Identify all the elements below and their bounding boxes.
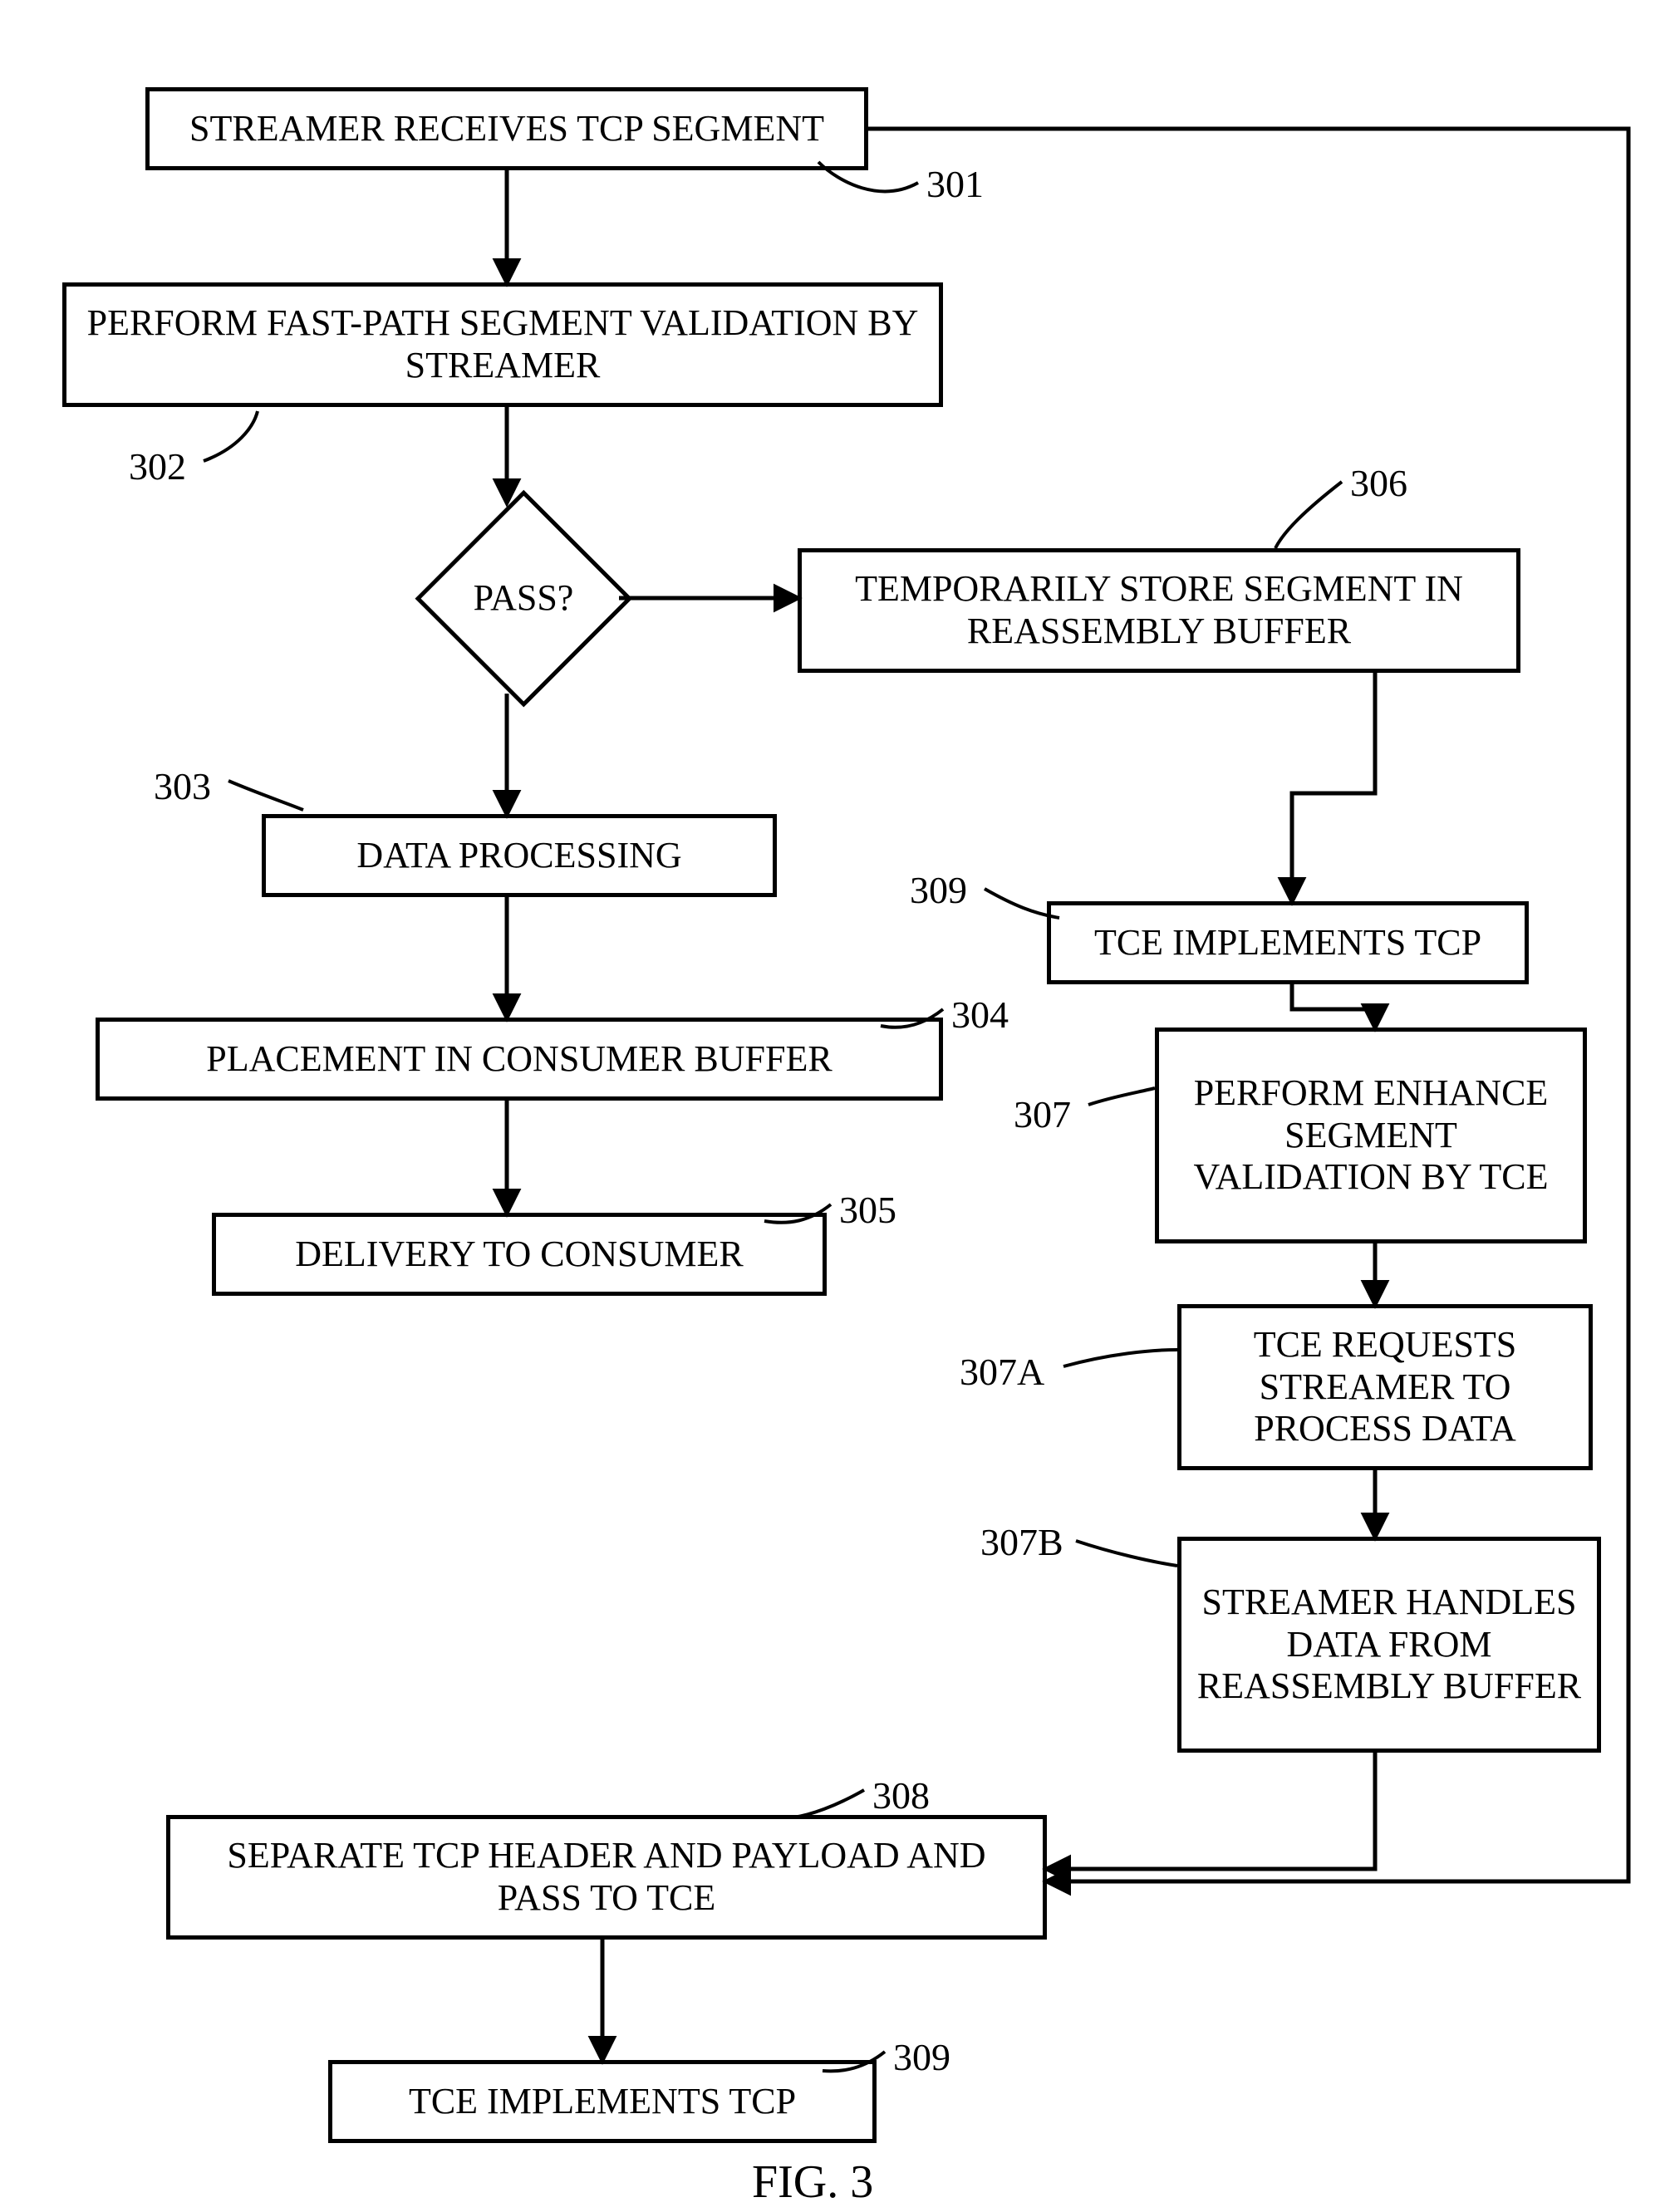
ref-label-309-bottom: 309 (893, 2035, 950, 2079)
ref-label-307B: 307B (980, 1520, 1063, 1564)
decision-label: PASS? (474, 576, 574, 619)
node-301: STREAMER RECEIVES TCP SEGMENT (145, 87, 868, 170)
node-text: STREAMER RECEIVES TCP SEGMENT (189, 108, 824, 150)
ref-label-308: 308 (872, 1773, 930, 1817)
decision-pass: PASS? (447, 522, 601, 675)
flowchart-canvas: STREAMER RECEIVES TCP SEGMENT PERFORM FA… (0, 0, 1670, 2212)
figure-caption: FIG. 3 (752, 2156, 873, 2209)
node-text: TCE REQUESTS STREAMER TO PROCESS DATA (1195, 1324, 1575, 1450)
node-308: SEPARATE TCP HEADER AND PAYLOAD AND PASS… (166, 1815, 1047, 1940)
node-text: PERFORM FAST-PATH SEGMENT VALIDATION BY … (80, 302, 926, 386)
ref-label-304: 304 (951, 993, 1009, 1037)
ref-label-306: 306 (1350, 461, 1407, 505)
ref-label-307A: 307A (960, 1350, 1044, 1394)
node-304: PLACEMENT IN CONSUMER BUFFER (96, 1018, 943, 1101)
node-text: TEMPORARILY STORE SEGMENT IN REASSEMBLY … (815, 568, 1503, 652)
ref-label-305: 305 (839, 1188, 896, 1232)
node-307A: TCE REQUESTS STREAMER TO PROCESS DATA (1177, 1304, 1593, 1470)
ref-label-303: 303 (154, 764, 211, 808)
node-303: DATA PROCESSING (262, 814, 777, 897)
ref-label-301: 301 (926, 162, 984, 206)
node-text: TCE IMPLEMENTS TCP (1094, 922, 1481, 964)
ref-label-302: 302 (129, 444, 186, 488)
node-text: DELIVERY TO CONSUMER (295, 1234, 743, 1276)
node-text: PERFORM ENHANCE SEGMENT VALIDATION BY TC… (1172, 1072, 1569, 1199)
node-309-top: TCE IMPLEMENTS TCP (1047, 901, 1529, 984)
node-text: DATA PROCESSING (356, 835, 681, 877)
node-text: STREAMER HANDLES DATA FROM REASSEMBLY BU… (1195, 1582, 1584, 1708)
ref-label-307: 307 (1014, 1092, 1071, 1136)
node-text: PLACEMENT IN CONSUMER BUFFER (206, 1038, 832, 1081)
node-307: PERFORM ENHANCE SEGMENT VALIDATION BY TC… (1155, 1028, 1587, 1243)
node-text: TCE IMPLEMENTS TCP (409, 2081, 796, 2123)
node-307B: STREAMER HANDLES DATA FROM REASSEMBLY BU… (1177, 1537, 1601, 1753)
node-text: SEPARATE TCP HEADER AND PAYLOAD AND PASS… (184, 1835, 1029, 1919)
ref-label-309-top: 309 (910, 868, 967, 912)
node-302: PERFORM FAST-PATH SEGMENT VALIDATION BY … (62, 282, 943, 407)
node-305: DELIVERY TO CONSUMER (212, 1213, 827, 1296)
node-306: TEMPORARILY STORE SEGMENT IN REASSEMBLY … (798, 548, 1520, 673)
node-309-bottom: TCE IMPLEMENTS TCP (328, 2060, 877, 2143)
